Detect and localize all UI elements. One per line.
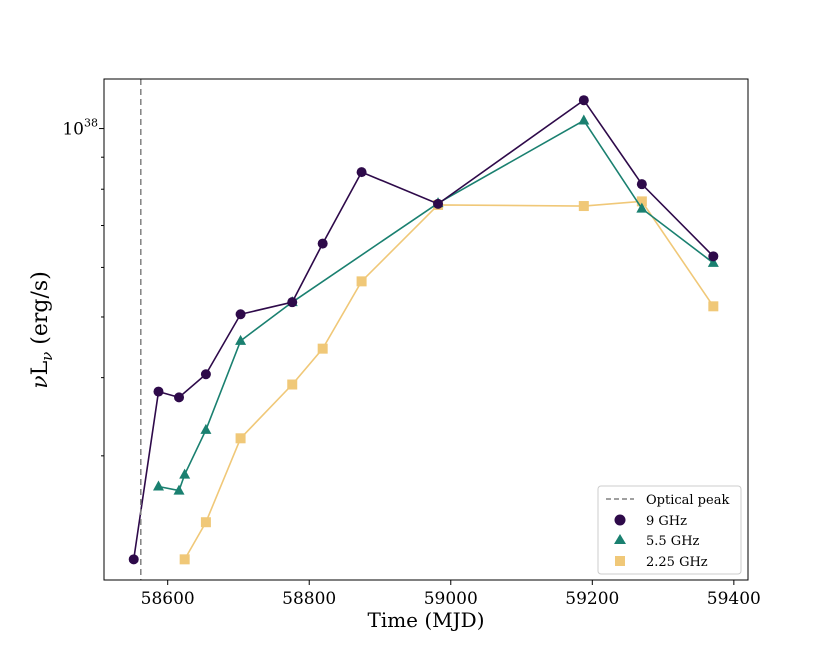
- data-point-9ghz: [317, 238, 328, 249]
- plot-frame: [103, 78, 749, 581]
- data-point-9ghz: [128, 554, 139, 565]
- data-point-9ghz: [153, 386, 164, 397]
- data-point-9ghz: [287, 297, 298, 308]
- data-point-2-25ghz: [356, 276, 367, 287]
- data-point-9ghz: [708, 251, 719, 262]
- data-point-2-25ghz: [317, 343, 328, 354]
- data-point-5-5ghz: [707, 256, 719, 267]
- data-point-5-5ghz: [179, 468, 191, 479]
- x-axis-label: Time (MJD): [367, 608, 484, 632]
- y-axis-label-subscript: ν: [38, 352, 56, 361]
- legend-5-5ghz-label: 5.5 GHz: [646, 534, 700, 549]
- legend-5-5ghz-marker: [614, 534, 626, 544]
- data-point-9ghz: [636, 179, 647, 190]
- legend-9ghz-label: 9 GHz: [646, 514, 687, 529]
- y-axis-label-main: L: [28, 360, 53, 375]
- legend-box: [597, 485, 742, 575]
- y-axis-label-units: (erg/s): [28, 271, 53, 351]
- x-tick-label: 58600: [141, 589, 195, 609]
- legend-optical-peak-label: Optical peak: [646, 493, 729, 508]
- y-axis-label-group: νLν (erg/s): [28, 271, 56, 389]
- data-point-2-25ghz: [179, 554, 190, 565]
- y-tick-label-exponent: 38: [84, 117, 98, 130]
- data-point-9ghz: [433, 198, 444, 209]
- data-point-9ghz: [174, 392, 185, 403]
- series-9ghz: [128, 95, 719, 565]
- legend-2-25ghz-marker: [615, 556, 625, 566]
- data-point-2-25ghz: [708, 301, 719, 312]
- data-point-9ghz: [200, 369, 211, 380]
- data-point-9ghz: [356, 167, 367, 178]
- series-line-5-5ghz: [158, 119, 714, 492]
- y-tick-label: 1038: [62, 117, 98, 140]
- legend-2-25ghz-label: 2.25 GHz: [646, 555, 708, 570]
- series-line-2-25ghz: [183, 200, 714, 560]
- y-axis-ticks: 1038: [62, 117, 104, 457]
- x-tick-label: 59400: [707, 589, 761, 609]
- y-axis-label: νLν (erg/s): [28, 271, 56, 389]
- data-point-2-25ghz: [200, 517, 211, 528]
- data-point-2-25ghz: [287, 379, 298, 390]
- data-point-5-5ghz: [200, 423, 212, 434]
- legend: Optical peak 9 GHz 5.5 GHz 2.25 GHz: [597, 485, 742, 575]
- x-axis-ticks: 58600 58800 59000 59200 59400: [141, 580, 761, 609]
- data-point-2-25ghz: [235, 433, 246, 444]
- x-tick-label: 59000: [424, 589, 478, 609]
- data-point-5-5ghz: [235, 334, 247, 345]
- legend-9ghz-marker: [614, 514, 626, 526]
- data-point-5-5ghz: [578, 114, 590, 125]
- data-point-5-5ghz: [152, 480, 164, 491]
- x-tick-label: 58800: [282, 589, 336, 609]
- data-point-9ghz: [235, 309, 246, 320]
- data-point-5-5ghz: [173, 484, 185, 495]
- series-layer: [128, 95, 719, 565]
- y-axis-label-nu: ν: [28, 375, 53, 388]
- data-point-5-5ghz: [636, 202, 648, 213]
- data-point-2-25ghz: [636, 196, 647, 207]
- data-point-9ghz: [578, 95, 589, 106]
- data-point-2-25ghz: [578, 201, 589, 212]
- y-tick-label-base: 10: [62, 120, 84, 140]
- x-tick-label: 59200: [565, 589, 619, 609]
